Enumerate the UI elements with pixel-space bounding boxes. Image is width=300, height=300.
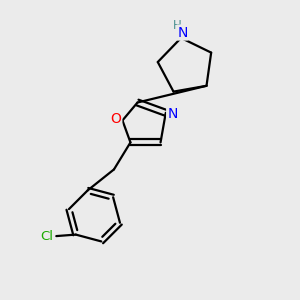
Text: O: O — [110, 112, 121, 126]
Text: N: N — [167, 107, 178, 121]
Text: Cl: Cl — [40, 230, 53, 243]
Text: N: N — [177, 26, 188, 40]
Text: H: H — [173, 19, 182, 32]
